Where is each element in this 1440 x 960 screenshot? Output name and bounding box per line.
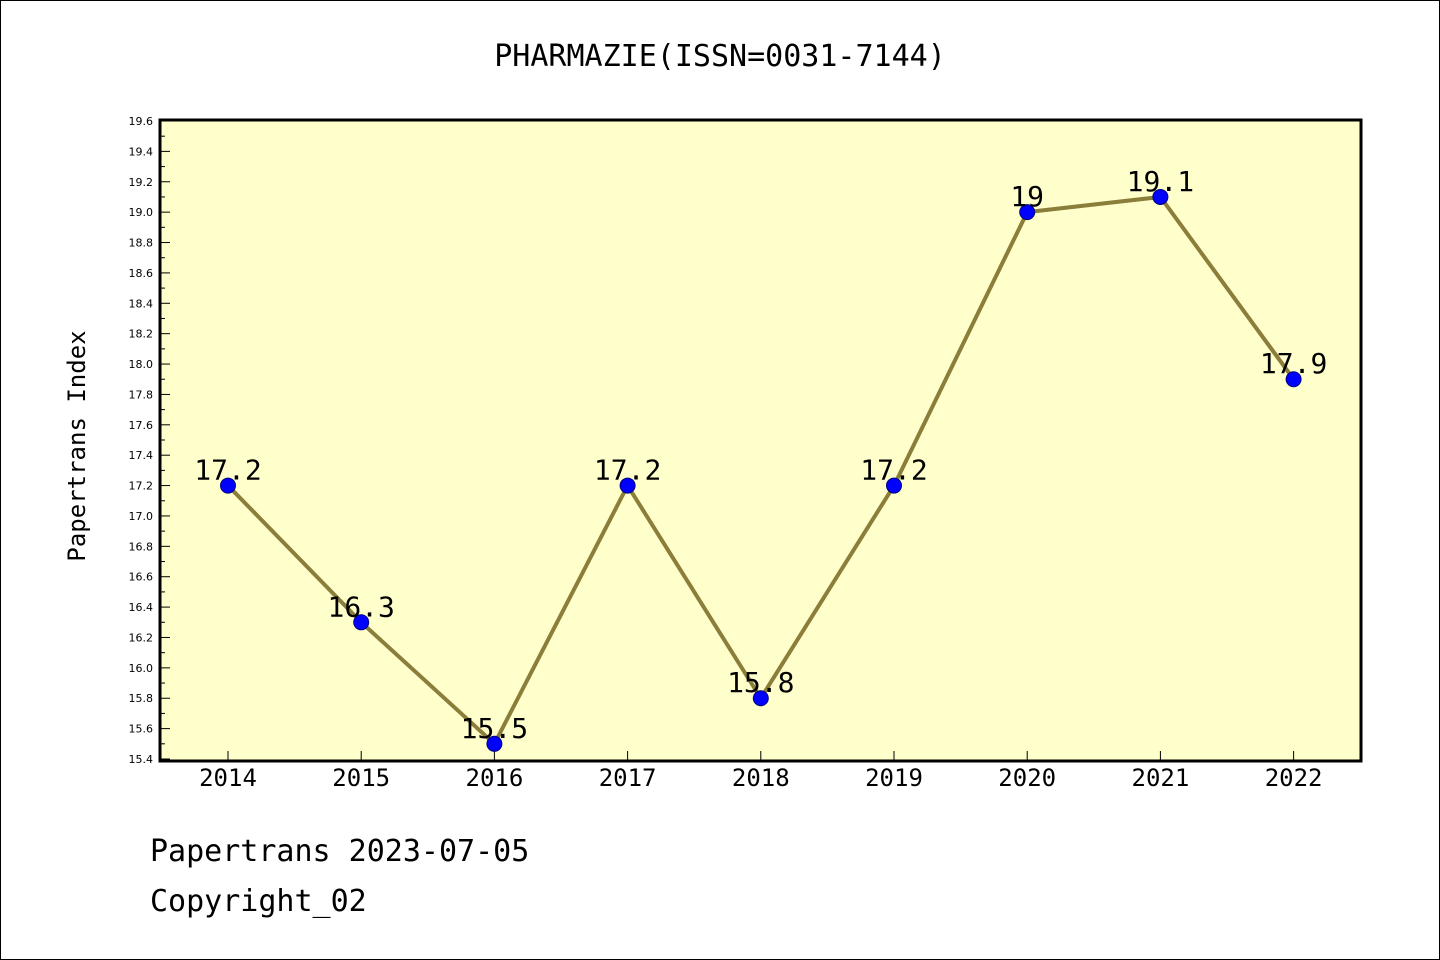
- y-tick-label: 17.4: [129, 449, 154, 462]
- y-axis-ticks: 15.4 15.6 15.8 16.0 16.2 16.4 16.6 16.8 17.0 17.2…: [129, 115, 170, 766]
- y-tick-label: 17.0: [129, 510, 154, 523]
- y-tick-label: 17.8: [129, 388, 154, 401]
- data-label: 17.2: [860, 454, 927, 487]
- y-tick-label: 19.0: [129, 206, 154, 219]
- footer-copyright-text: Copyright_02: [150, 884, 367, 919]
- data-point: [486, 735, 503, 752]
- data-point: [220, 477, 236, 494]
- data-label: 19.1: [1127, 165, 1194, 198]
- x-axis-ticks: 2014 2015 2016 2017 2018 2019 2020 2021 2022: [199, 751, 1322, 792]
- y-tick-label: 17.6: [129, 419, 154, 432]
- y-tick-label: 18.8: [129, 237, 154, 250]
- data-point: [353, 614, 370, 631]
- y-axis-label: Papertrans Index: [63, 330, 91, 561]
- y-tick-label: 19.6: [129, 115, 154, 128]
- y-tick-label: 19.4: [129, 145, 154, 158]
- x-tick-label: 2021: [1132, 764, 1190, 792]
- y-tick-label: 15.4: [129, 753, 154, 766]
- data-label: 17.9: [1260, 347, 1327, 380]
- x-tick-label: 2019: [865, 764, 923, 792]
- y-tick-label: 16.0: [129, 662, 154, 675]
- data-point: [619, 477, 636, 494]
- y-tick-label: 17.2: [129, 480, 154, 493]
- footer-date-text: Papertrans 2023-07-05: [150, 834, 530, 869]
- data-label: 15.8: [727, 666, 794, 699]
- data-label: 17.2: [194, 454, 261, 487]
- x-tick-label: 2014: [199, 764, 257, 792]
- y-tick-label: 16.8: [129, 540, 154, 553]
- series-layer: [220, 188, 1302, 752]
- y-tick-label: 18.0: [129, 358, 154, 371]
- data-label: 16.3: [327, 590, 394, 623]
- chart-title: PHARMAZIE(ISSN=0031-7144): [494, 39, 946, 74]
- y-tick-label: 18.4: [129, 297, 154, 310]
- x-tick-label: 2022: [1265, 764, 1323, 792]
- data-label: 15.5: [461, 712, 528, 745]
- y-tick-label: 15.8: [129, 692, 154, 705]
- y-tick-label: 16.4: [129, 601, 154, 614]
- y-tick-label: 19.2: [129, 176, 154, 189]
- data-point: [1285, 371, 1302, 388]
- x-tick-label: 2015: [332, 764, 390, 792]
- data-label: 19: [1010, 180, 1044, 213]
- x-tick-label: 2018: [732, 764, 790, 792]
- y-tick-label: 18.2: [129, 328, 154, 341]
- data-point: [1019, 204, 1036, 221]
- y-tick-label: 15.6: [129, 723, 154, 736]
- data-point: [1152, 188, 1169, 205]
- y-tick-label: 16.2: [129, 631, 154, 644]
- plot-area: [158, 118, 1363, 763]
- x-tick-label: 2017: [599, 764, 657, 792]
- data-point: [886, 477, 902, 494]
- x-tick-label: 2016: [466, 764, 524, 792]
- y-tick-label: 18.6: [129, 267, 154, 280]
- x-tick-label: 2020: [998, 764, 1056, 792]
- y-tick-label: 16.6: [129, 571, 154, 584]
- data-label: 17.2: [594, 454, 661, 487]
- data-point: [752, 690, 769, 707]
- data-labels: 17.2 16.3 15.5 17.2 15.8 17.2 19 19.1 17.9: [194, 165, 1327, 745]
